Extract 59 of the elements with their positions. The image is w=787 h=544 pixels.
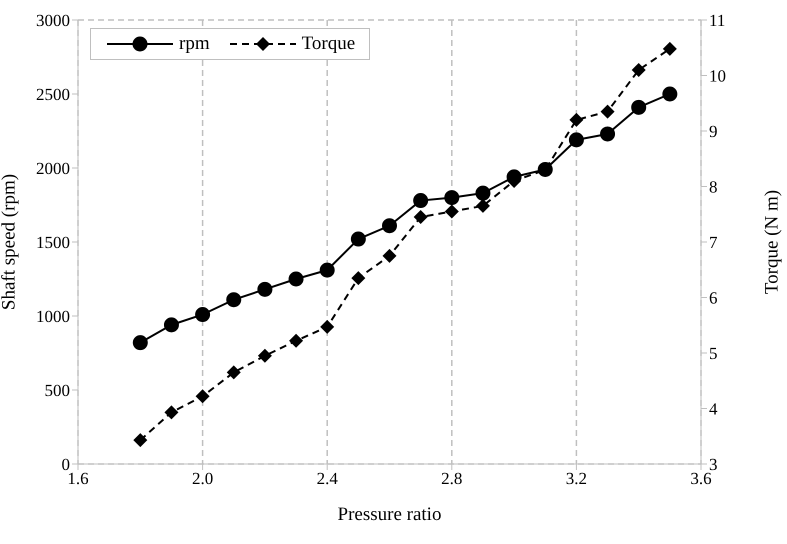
point [350,232,366,247]
point [568,132,584,148]
point [600,126,616,142]
point [476,198,490,213]
legend-label: rpm [179,33,210,55]
point [569,112,584,127]
y2-tick-label: 3 [709,455,718,474]
point [320,262,335,278]
point [320,320,334,334]
x-axis-title: Pressure ratio [338,504,442,525]
y-tick-label: 2000 [36,159,70,178]
y2-tick-label: 5 [709,344,718,364]
point [475,186,490,201]
y2-tick-label: 10 [709,66,726,86]
point [414,210,428,224]
point [195,307,210,322]
point [226,292,242,308]
point [382,248,396,263]
y-tick-label: 500 [44,381,70,400]
point [196,389,210,404]
point [258,348,272,363]
point [132,335,148,350]
point [288,272,304,286]
point [164,317,179,332]
x-tick-label: 2.0 [192,469,214,488]
y2-tick-label: 4 [709,400,718,419]
y2-tick-label: 7 [709,233,718,252]
point [444,204,459,218]
y-tick-label: 3000 [36,11,70,30]
y-tick-label: 0 [62,455,70,474]
y2-tick-label: 8 [709,178,718,197]
y-tick-label: 2500 [36,85,70,104]
y-tick-label: 1500 [36,233,70,252]
point [632,62,646,77]
x-tick-label: 2.8 [441,469,462,488]
point [382,218,397,234]
legend-label: Torque [302,33,356,55]
point [351,271,366,286]
x-tick-label: 3.2 [566,469,588,488]
point [226,365,241,380]
point [133,433,148,448]
point [444,190,460,206]
x-tick-label: 3.6 [690,469,712,488]
y2-tick-label: 9 [709,122,718,142]
y2-tick-label: 11 [709,11,726,30]
point [289,334,304,348]
y2-axis-title: Torque (N m) [762,190,783,294]
point [257,282,272,297]
point [600,104,615,119]
point [413,193,428,208]
x-tick-label: 2.4 [316,469,338,488]
y-tick-label: 1000 [36,307,70,326]
x-tick-label: 1.6 [67,469,89,488]
point [662,42,677,56]
point [164,405,178,420]
point [662,86,678,102]
point [631,100,646,115]
y-axis-title: Shaft speed (rpm) [0,174,20,310]
y2-tick-label: 6 [709,288,718,308]
